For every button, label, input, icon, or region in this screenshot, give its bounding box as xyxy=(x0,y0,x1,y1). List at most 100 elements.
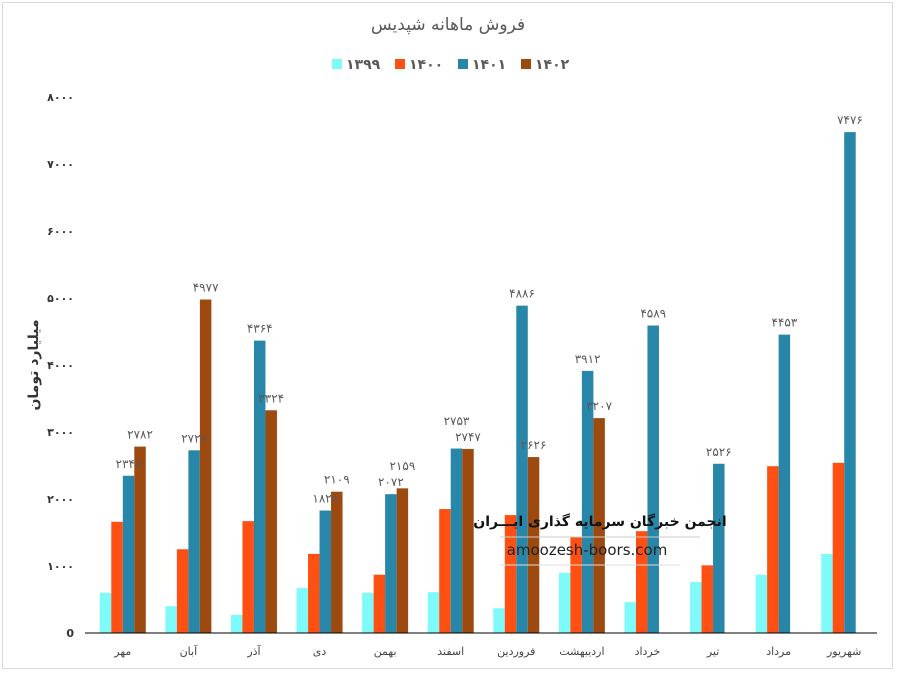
bar xyxy=(319,510,332,633)
legend-label: ۱۴۰۱ xyxy=(472,57,506,73)
x-axis: مهر آبان آذر دی بهمن اسفند فروردین اردیبهشت خردا… xyxy=(85,632,877,658)
y-tick-label: ۲۰۰۰ xyxy=(47,493,74,506)
data-label: ۳۲۰۷ xyxy=(586,399,612,413)
bar xyxy=(450,448,463,633)
bar xyxy=(493,608,505,633)
bar xyxy=(439,509,451,633)
legend: ۱۳۹۹ ۱۴۰۰ ۱۴۰۱ ۱۴۰۲ xyxy=(332,57,570,73)
data-label: ۲۱۵۹ xyxy=(389,459,415,473)
y-tick-label: ۷۰۰۰ xyxy=(47,158,74,171)
data-label: ۲۳۴۷ xyxy=(116,457,142,471)
data-label: ۱۸۲۸ xyxy=(312,492,338,506)
bar xyxy=(362,592,374,633)
x-tick-label: بهمن xyxy=(374,645,397,658)
bar xyxy=(230,614,243,633)
bar xyxy=(593,418,605,633)
bar xyxy=(581,370,594,633)
bar xyxy=(296,588,309,633)
x-tick-label: آذر xyxy=(246,644,261,658)
bar xyxy=(99,592,112,633)
legend-label: ۱۳۹۹ xyxy=(346,57,381,73)
x-tick-label: تیر xyxy=(706,645,719,658)
bar xyxy=(527,457,540,633)
x-tick-label: مهر xyxy=(113,645,131,658)
y-tick-label: ۵۰۰۰ xyxy=(47,292,74,305)
data-label: ۲۰۷۲ xyxy=(378,475,404,489)
x-tick-label: دی xyxy=(313,645,327,658)
data-label: ۴۴۵۳ xyxy=(771,316,797,330)
bar xyxy=(767,466,779,633)
data-label: ۲۷۲۷ xyxy=(181,431,207,445)
legend-swatch xyxy=(332,59,342,69)
y-tick-label: ۳۰۰۰ xyxy=(47,426,74,439)
bar xyxy=(778,334,791,633)
bar xyxy=(844,132,856,633)
watermark-line2: amoozesh-boors.com xyxy=(507,541,668,559)
x-tick-label: خرداد xyxy=(635,645,661,658)
data-label: ۲۶۲۶ xyxy=(521,438,547,452)
data-label: ۳۹۱۲ xyxy=(575,352,601,366)
data-label: ۲۷۸۲ xyxy=(127,428,153,442)
legend-swatch xyxy=(458,59,468,69)
data-label: ۲۷۴۷ xyxy=(455,430,481,444)
x-tick-label: فروردین xyxy=(497,645,535,658)
data-label: ۴۵۸۹ xyxy=(640,307,666,321)
bar xyxy=(832,462,845,633)
bar xyxy=(558,572,571,633)
bar xyxy=(111,521,123,633)
data-label: ۴۳۶۴ xyxy=(247,322,273,336)
bar xyxy=(713,463,725,633)
bar xyxy=(373,574,386,633)
data-label: ۴۸۸۶ xyxy=(509,287,535,301)
data-label: ۴۹۷۷ xyxy=(193,281,219,295)
data-label: ۲۵۲۶ xyxy=(706,445,732,459)
bar xyxy=(635,531,648,633)
bar xyxy=(690,582,702,633)
bar xyxy=(199,299,212,633)
legend-swatch xyxy=(521,59,531,69)
data-label: ۳۳۲۴ xyxy=(258,391,284,405)
chart-title: فروش ماهانه شپدیس xyxy=(371,15,525,35)
y-tick-label: ۶۰۰۰ xyxy=(47,225,74,238)
bar xyxy=(396,488,409,633)
x-tick-label: مرداد xyxy=(766,645,791,658)
bar xyxy=(134,446,146,633)
watermark-line1: انجمن خبرگان سرمایه گذاری ایـــران xyxy=(473,513,726,530)
bar xyxy=(188,450,200,633)
watermark: انجمن خبرگان سرمایه گذاری ایـــران amooz… xyxy=(473,513,727,566)
bar xyxy=(427,592,440,633)
y-axis: 0 ۱۰۰۰ ۲۰۰۰ ۳۰۰۰ ۴۰۰۰ ۵۰۰۰ ۶۰۰۰ ۷۰۰۰ ۸۰۰۰ xyxy=(47,91,74,640)
data-label: ۲۷۵۳ xyxy=(444,414,470,428)
bar xyxy=(122,475,135,633)
legend-label: ۱۴۰۲ xyxy=(535,57,570,73)
x-tick-label: اردیبهشت xyxy=(559,645,604,658)
bar xyxy=(462,448,474,633)
bar xyxy=(165,606,177,633)
legend-swatch xyxy=(395,59,405,69)
bar xyxy=(308,553,320,633)
data-labels: ۲۳۴۷ ۲۷۸۲ ۲۷۲۷ ۴۹۷۷ ۳۳۲۴ ۴۳۶۴ ۱۸۲۸ ۲۱۰۹ ۲۰۷۲ ۲۱۵۹… xyxy=(116,113,863,505)
bar xyxy=(504,515,517,633)
x-tick-label: شهریور xyxy=(826,645,861,658)
legend-label: ۱۴۰۰ xyxy=(409,57,443,73)
bars xyxy=(99,132,856,633)
bar xyxy=(176,549,189,633)
bar xyxy=(242,521,254,633)
x-tick-label: آبان xyxy=(180,644,198,658)
data-label: ۷۴۷۶ xyxy=(837,113,863,127)
bar xyxy=(821,553,833,633)
bar xyxy=(265,410,277,633)
bar xyxy=(570,537,582,633)
y-tick-label: ۱۰۰۰ xyxy=(47,560,74,573)
data-label: ۲۱۰۹ xyxy=(324,473,350,487)
bar xyxy=(647,325,659,633)
y-axis-label: میلیارد تومان xyxy=(26,319,42,410)
bar xyxy=(253,340,266,633)
y-tick-label: 0 xyxy=(66,627,74,640)
x-tick-label: اسفند xyxy=(437,645,464,658)
bar xyxy=(385,494,397,633)
bar xyxy=(755,574,768,633)
y-tick-label: ۸۰۰۰ xyxy=(47,91,74,104)
